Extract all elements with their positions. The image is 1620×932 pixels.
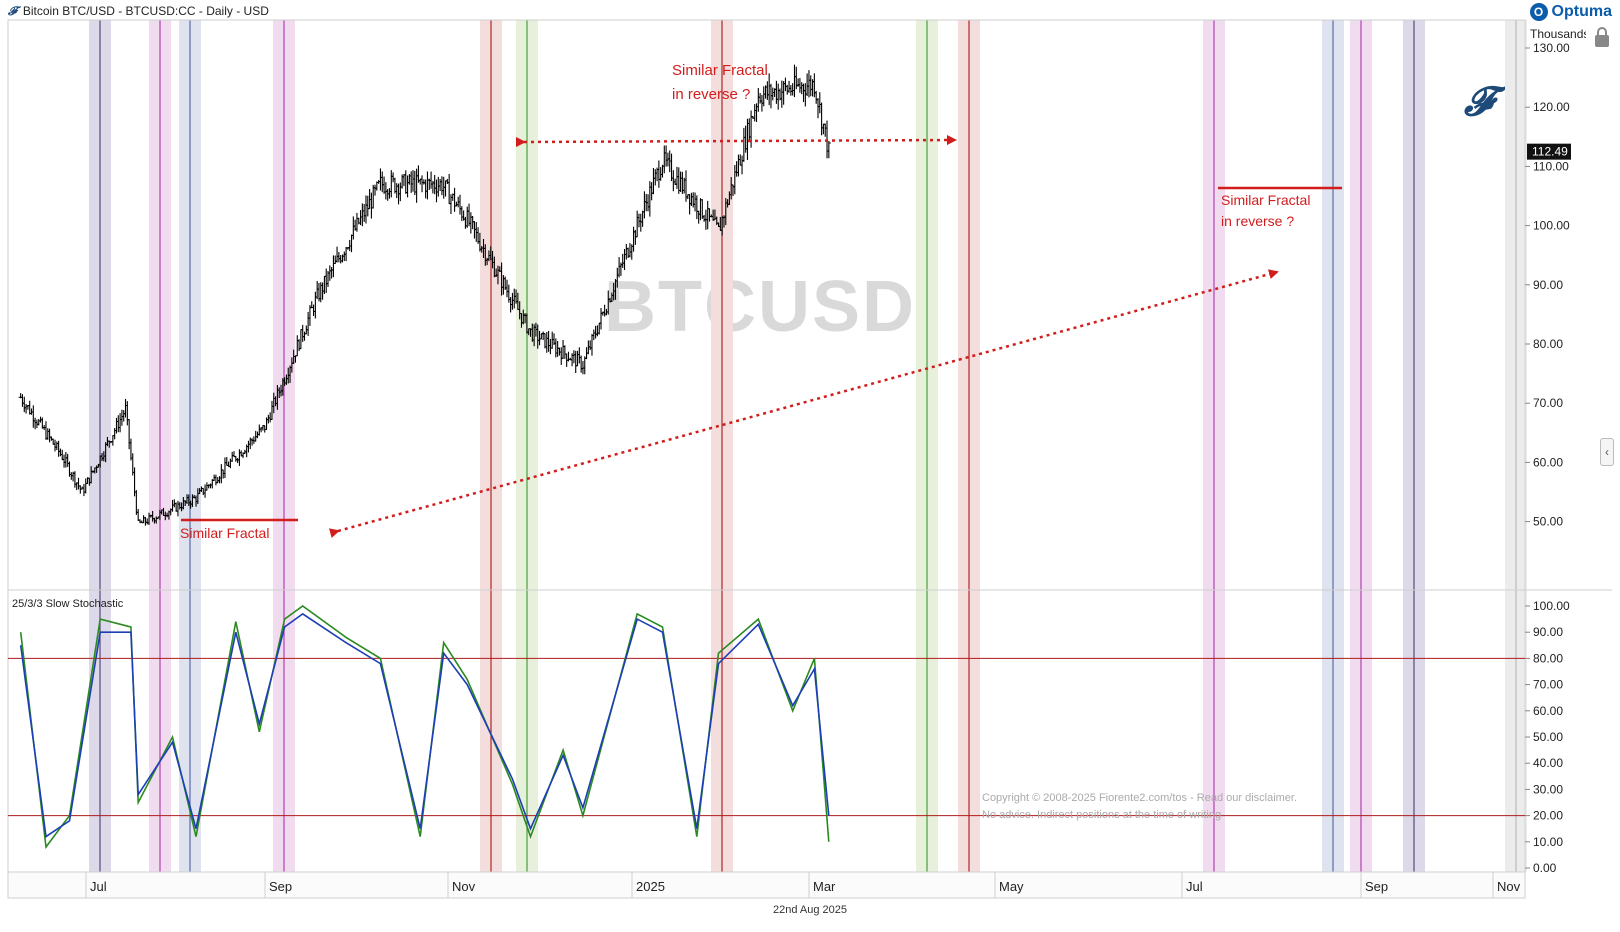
cycle-band [1403,20,1425,872]
stochastic-y-tick-label: 60.00 [1533,704,1563,718]
stochastic-y-tick-label: 30.00 [1533,782,1563,796]
cycle-band [273,20,295,872]
lock-icon[interactable] [1592,26,1612,48]
x-tick-label: Sep [269,879,292,894]
cycle-band [89,20,111,872]
right-annotation-line2: in reverse ? [1221,213,1294,229]
stochastic-title: 25/3/3 Slow Stochastic [12,598,124,610]
stochastic-y-tick-label: 70.00 [1533,678,1563,692]
x-tick-label: Jul [1186,879,1203,894]
fiorente-logo-icon: 𝓕 [8,3,17,18]
last-price-tag [1527,143,1571,160]
left-annotation: Similar Fractal [180,525,269,541]
optuma-brand: O Optuma [1529,3,1612,21]
x-tick-label: Nov [452,879,476,894]
cycle-band [1203,20,1225,872]
cycle-band [958,20,980,872]
stochastic-y-tick-label: 50.00 [1533,730,1563,744]
cycle-band [916,20,938,872]
axes: 50.00 60.00 70.00 80.00 90.00 100.00 110.00 120… [85,41,1571,898]
cycle-band [711,20,733,872]
cycle-band [1322,20,1344,872]
chart-title-bar: 𝓕 Bitcoin BTC/USD - BTCUSD:CC - Daily - … [8,2,269,20]
stochastic-y-tick-label: 10.00 [1533,835,1563,849]
collapse-panel-button[interactable]: ‹ [1600,438,1614,466]
x-axis-strip [7,871,1526,899]
cycle-band [1350,20,1372,872]
price-y-tick-label: 110.00 [1533,159,1569,173]
copyright-notice: Copyright © 2008-2025 Fiorente2.com/tos … [982,792,1298,821]
plot-border [7,19,1526,873]
fiorente-watermark-logo: 𝓕 [1464,78,1494,125]
price-y-tick-label: 130.00 [1533,41,1570,55]
stochastic-y-tick-label: 40.00 [1533,756,1563,770]
price-y-tick-label: 90.00 [1533,278,1563,292]
cycle-band [480,20,502,872]
price-y-tick-label: 120.00 [1533,100,1570,114]
chart-title: Bitcoin BTC/USD - BTCUSD:CC - Daily - US… [22,4,269,18]
stochastic-line-k [19,605,830,850]
symbol-watermark: BTCUSD [604,267,916,347]
x-tick-label: 2025 [636,879,665,894]
x-tick-label: May [999,879,1024,894]
x-tick-label: Mar [813,879,836,894]
cycle-band [516,20,538,872]
stochastic-y-tick-label: 80.00 [1533,651,1563,665]
chart-frame [7,19,1612,899]
top-annotation-line2: in reverse ? [672,86,750,103]
price-y-tick-label: 50.00 [1533,515,1563,529]
y-axis-units: Thousands [1530,27,1586,41]
price-y-tick-label: 80.00 [1533,337,1563,351]
stochastic-y-tick-label: 100.00 [1533,599,1570,613]
top-double-arrow [515,135,957,148]
price-y-tick-label: 70.00 [1533,396,1563,410]
x-tick-label: Jul [90,879,107,894]
stochastic-y-tick-label: 0.00 [1533,861,1557,875]
stochastic-y-tick-label: 20.00 [1533,809,1563,823]
last-price-label: 112.49 [1532,145,1568,159]
footer-date: 22nd Aug 2025 [772,904,848,916]
price-y-tick-label: 60.00 [1533,455,1563,469]
brand-name: Optuma [1551,3,1612,20]
cycle-bands [89,20,1527,872]
cycle-band [179,20,201,872]
cycle-band [149,20,171,872]
optuma-logo-icon: O [1529,3,1548,21]
stochastic-y-tick-label: 90.00 [1533,625,1563,639]
right-annotation-line1: Similar Fractal [1221,192,1310,208]
x-tick-label: Nov [1497,879,1521,894]
price-y-tick-label: 100.00 [1533,219,1570,233]
x-tick-label: Sep [1365,879,1388,894]
stochastic-line-d [19,612,830,838]
top-annotation-line1: Similar Fractal [672,62,768,79]
cycle-band [1505,20,1527,872]
